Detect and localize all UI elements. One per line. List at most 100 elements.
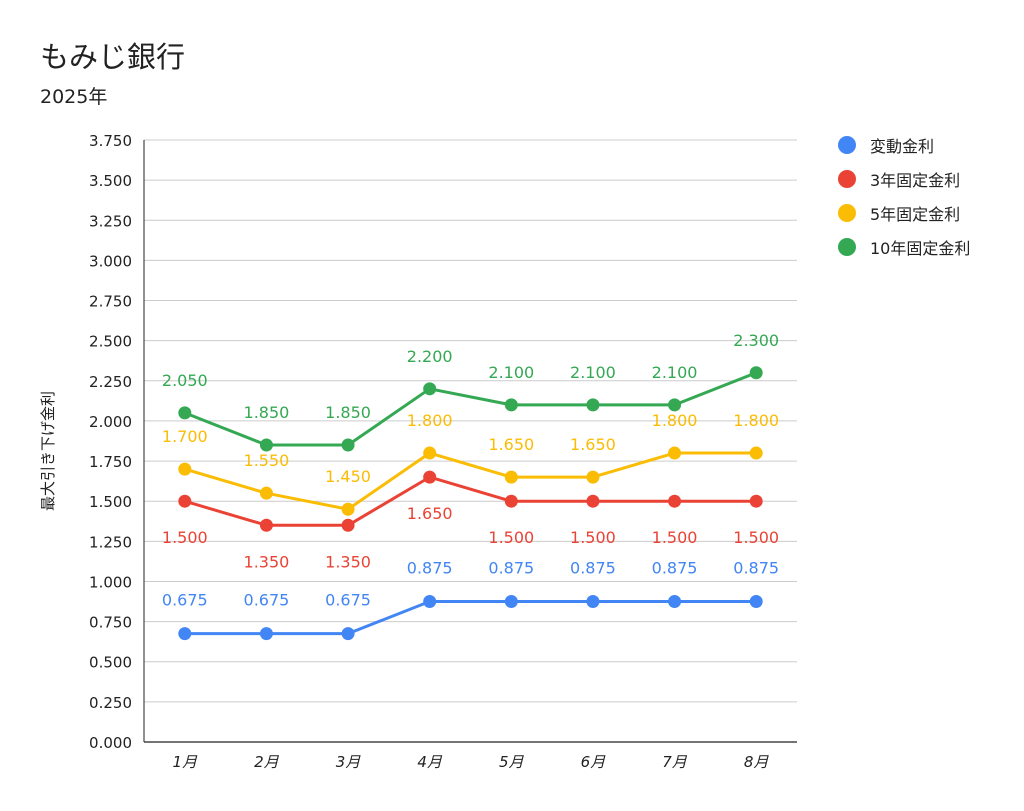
data-point <box>178 494 192 508</box>
data-label: 2.200 <box>407 347 453 366</box>
x-tick-label: 6月 <box>581 753 607 771</box>
data-point <box>586 494 600 508</box>
series-line-3 <box>184 371 757 447</box>
data-label: 0.875 <box>570 559 616 578</box>
x-tick-label: 7月 <box>662 753 688 771</box>
data-label: 1.800 <box>733 411 779 430</box>
data-label: 1.700 <box>162 427 208 446</box>
data-label: 1.500 <box>652 528 698 547</box>
x-tick-label: 2月 <box>254 753 280 771</box>
series-line-1 <box>184 475 757 527</box>
data-point <box>668 446 682 460</box>
chart-subtitle: 2025年 <box>40 86 108 108</box>
data-label: 1.500 <box>733 528 779 547</box>
y-tick-label: 2.750 <box>89 293 132 311</box>
legend-dot-3 <box>838 238 856 256</box>
data-point <box>586 595 600 609</box>
data-point <box>423 595 437 609</box>
data-label: 1.350 <box>325 552 371 571</box>
data-point <box>178 627 192 641</box>
data-point <box>341 518 355 532</box>
data-point <box>749 595 763 609</box>
data-point <box>504 398 518 412</box>
data-point <box>259 518 273 532</box>
data-point <box>586 470 600 484</box>
data-label: 0.875 <box>733 559 779 578</box>
data-label: 1.350 <box>244 552 290 571</box>
y-tick-label: 0.000 <box>89 734 132 752</box>
legend-item-0[interactable]: 変動金利 <box>838 128 970 162</box>
data-label: 0.875 <box>407 559 453 578</box>
data-point <box>259 486 273 500</box>
data-label: 1.500 <box>162 528 208 547</box>
data-label: 0.875 <box>488 559 534 578</box>
legend-dot-2 <box>838 204 856 222</box>
series-line-2 <box>184 451 757 511</box>
data-point <box>423 382 437 396</box>
data-point <box>749 494 763 508</box>
data-point <box>504 494 518 508</box>
x-tick-label: 5月 <box>499 753 525 771</box>
y-tick-label: 0.750 <box>89 614 132 632</box>
data-label: 2.050 <box>162 371 208 390</box>
data-label: 1.850 <box>325 403 371 422</box>
data-label: 1.650 <box>488 435 534 454</box>
legend-item-3[interactable]: 10年固定金利 <box>838 230 970 264</box>
y-tick-label: 2.500 <box>89 333 132 351</box>
data-point <box>341 502 355 516</box>
legend-item-1[interactable]: 3年固定金利 <box>838 162 970 196</box>
y-tick-label: 1.500 <box>89 493 132 511</box>
data-label: 0.675 <box>325 591 371 610</box>
data-label: 0.875 <box>652 559 698 578</box>
legend-label-0: 変動金利 <box>870 137 935 156</box>
data-point <box>504 595 518 609</box>
data-point <box>423 470 437 484</box>
data-label: 2.300 <box>733 331 779 350</box>
y-tick-label: 0.500 <box>89 654 132 672</box>
y-tick-label: 2.250 <box>89 373 132 391</box>
data-point <box>668 494 682 508</box>
data-point <box>259 438 273 452</box>
data-point <box>341 627 355 641</box>
data-point <box>178 406 192 420</box>
data-label: 1.450 <box>325 467 371 486</box>
data-label: 1.650 <box>407 504 453 523</box>
y-tick-label: 2.000 <box>89 413 132 431</box>
legend: 変動金利 3年固定金利 5年固定金利 10年固定金利 <box>838 128 970 264</box>
data-label: 1.800 <box>407 411 453 430</box>
data-label: 0.675 <box>162 591 208 610</box>
data-label: 1.500 <box>570 528 616 547</box>
y-tick-label: 1.750 <box>89 453 132 471</box>
y-tick-label: 0.250 <box>89 694 132 712</box>
data-label: 2.100 <box>488 363 534 382</box>
legend-label-3: 10年固定金利 <box>870 239 971 258</box>
data-point <box>504 470 518 484</box>
legend-dot-0 <box>838 136 856 154</box>
data-point <box>341 438 355 452</box>
data-point <box>668 398 682 412</box>
data-point <box>178 462 192 476</box>
x-tick-label: 1月 <box>173 753 199 771</box>
data-point <box>586 398 600 412</box>
legend-dot-1 <box>838 170 856 188</box>
data-point <box>259 627 273 641</box>
legend-label-2: 5年固定金利 <box>870 205 961 224</box>
y-tick-label: 1.250 <box>89 533 132 551</box>
x-tick-label: 3月 <box>336 753 362 771</box>
data-point <box>749 446 763 460</box>
x-tick-label: 4月 <box>417 753 443 771</box>
data-label: 1.550 <box>244 451 290 470</box>
legend-item-2[interactable]: 5年固定金利 <box>838 196 970 230</box>
chart-title: もみじ銀行 <box>40 40 186 74</box>
series-line-0 <box>184 600 757 636</box>
y-axis-title: 最大引き下げ金利 <box>39 391 57 511</box>
data-label: 1.850 <box>244 403 290 422</box>
data-point <box>423 446 437 460</box>
data-label: 1.650 <box>570 435 616 454</box>
y-tick-label: 1.000 <box>89 573 132 591</box>
y-tick-label: 3.000 <box>89 252 132 270</box>
data-label: 2.100 <box>570 363 616 382</box>
legend-label-1: 3年固定金利 <box>870 171 961 190</box>
data-point <box>668 595 682 609</box>
data-label: 2.100 <box>652 363 698 382</box>
